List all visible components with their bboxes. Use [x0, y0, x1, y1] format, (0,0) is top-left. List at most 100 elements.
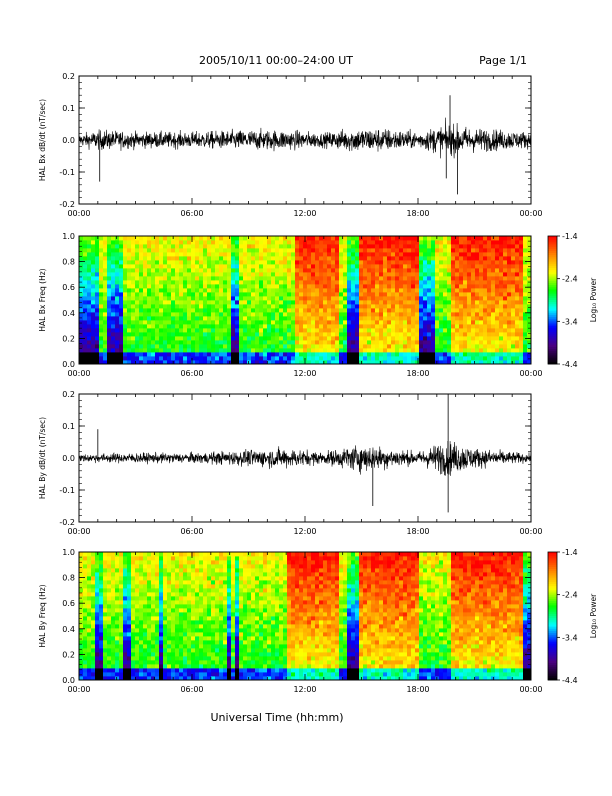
- spectrogram-cell: [119, 648, 123, 652]
- spectrogram-cell: [131, 352, 135, 356]
- spectrogram-cell: [247, 276, 251, 280]
- x-tick-label: 06:00: [180, 527, 203, 536]
- spectrogram-cell: [171, 576, 175, 580]
- spectrogram-cell: [239, 324, 243, 328]
- spectrogram-cell: [191, 652, 195, 656]
- spectrogram-cell: [171, 352, 175, 356]
- spectrogram-cell: [83, 244, 87, 248]
- spectrogram-cell: [495, 352, 499, 356]
- spectrogram-cell: [139, 356, 143, 360]
- spectrogram-cell: [231, 280, 235, 284]
- spectrogram-cell: [499, 328, 503, 332]
- spectrogram-cell: [179, 600, 183, 604]
- spectrogram-cell: [431, 348, 435, 352]
- spectrogram-cell: [227, 236, 231, 240]
- spectrogram-cell: [135, 620, 139, 624]
- spectrogram-cell: [79, 604, 83, 608]
- spectrogram-cell: [131, 652, 135, 656]
- spectrogram-cell: [375, 272, 379, 276]
- spectrogram-cell: [159, 280, 163, 284]
- spectrogram-cell: [143, 636, 147, 640]
- spectrogram-cell: [403, 288, 407, 292]
- spectrogram-cell: [407, 256, 411, 260]
- spectrogram-cell: [159, 352, 163, 356]
- spectrogram-cell: [483, 320, 487, 324]
- spectrogram-cell: [351, 352, 355, 356]
- spectrogram-cell: [111, 616, 115, 620]
- spectrogram-cell: [163, 320, 167, 324]
- spectrogram-cell: [87, 564, 91, 568]
- spectrogram-cell: [107, 636, 111, 640]
- spectrogram-cell: [395, 340, 399, 344]
- spectrogram-cell: [343, 316, 347, 320]
- spectrogram-cell: [131, 332, 135, 336]
- spectrogram-cell: [115, 260, 119, 264]
- spectrogram-cell: [419, 344, 423, 348]
- spectrogram-cell: [479, 312, 483, 316]
- spectrogram-cell: [363, 260, 367, 264]
- spectrogram-cell: [143, 268, 147, 272]
- spectrogram-cell: [191, 632, 195, 636]
- spectrogram-cell: [235, 336, 239, 340]
- spectrogram-cell: [511, 324, 515, 328]
- spectrogram-cell: [107, 584, 111, 588]
- spectrogram-cell: [507, 292, 511, 296]
- spectrogram-cell: [423, 328, 427, 332]
- spectrogram-cell: [399, 312, 403, 316]
- spectrogram-cell: [155, 344, 159, 348]
- spectrogram-cell: [503, 256, 507, 260]
- spectrogram-cell: [163, 324, 167, 328]
- spectrogram-cell: [179, 672, 183, 676]
- spectrogram-cell: [95, 664, 99, 668]
- spectrogram-cell: [295, 288, 299, 292]
- spectrogram-cell: [295, 344, 299, 348]
- spectrogram-cell: [91, 332, 95, 336]
- spectrogram-cell: [275, 316, 279, 320]
- spectrogram-cell: [415, 312, 419, 316]
- spectrogram-cell: [347, 276, 351, 280]
- spectrogram-cell: [215, 260, 219, 264]
- spectrogram-cell: [463, 252, 467, 256]
- spectrogram-cell: [103, 560, 107, 564]
- spectrogram-cell: [387, 252, 391, 256]
- spectrogram-cell: [195, 652, 199, 656]
- spectrogram-cell: [419, 288, 423, 292]
- spectrogram-cell: [387, 300, 391, 304]
- spectrogram-cell: [155, 552, 159, 556]
- spectrogram-cell: [143, 340, 147, 344]
- spectrogram-cell: [371, 244, 375, 248]
- spectrogram-cell: [215, 292, 219, 296]
- spectrogram-cell: [251, 312, 255, 316]
- spectrogram-cell: [447, 352, 451, 356]
- spectrogram-cell: [215, 280, 219, 284]
- spectrogram-cell: [199, 316, 203, 320]
- spectrogram-cell: [123, 244, 127, 248]
- spectrogram-cell: [251, 336, 255, 340]
- spectrogram-cell: [283, 340, 287, 344]
- spectrogram-cell: [371, 344, 375, 348]
- spectrogram-cell: [203, 280, 207, 284]
- spectrogram-cell: [511, 316, 515, 320]
- spectrogram-cell: [235, 284, 239, 288]
- spectrogram-cell: [191, 320, 195, 324]
- spectrogram-cell: [467, 244, 471, 248]
- spectrogram-cell: [419, 340, 423, 344]
- spectrogram-cell: [171, 632, 175, 636]
- spectrogram-cell: [379, 336, 383, 340]
- spectrogram-cell: [315, 344, 319, 348]
- spectrogram-cell: [199, 256, 203, 260]
- spectrogram-cell: [319, 300, 323, 304]
- spectrogram-cell: [499, 292, 503, 296]
- spectrogram-cell: [263, 316, 267, 320]
- spectrogram-cell: [255, 304, 259, 308]
- spectrogram-cell: [247, 236, 251, 240]
- spectrogram-cell: [411, 312, 415, 316]
- spectrogram-cell: [515, 324, 519, 328]
- spectrogram-cell: [163, 348, 167, 352]
- spectrogram-cell: [179, 552, 183, 556]
- spectrogram-cell: [143, 244, 147, 248]
- spectrogram-cell: [175, 292, 179, 296]
- spectrogram-cell: [123, 664, 127, 668]
- spectrogram-cell: [151, 660, 155, 664]
- spectrogram-cell: [415, 308, 419, 312]
